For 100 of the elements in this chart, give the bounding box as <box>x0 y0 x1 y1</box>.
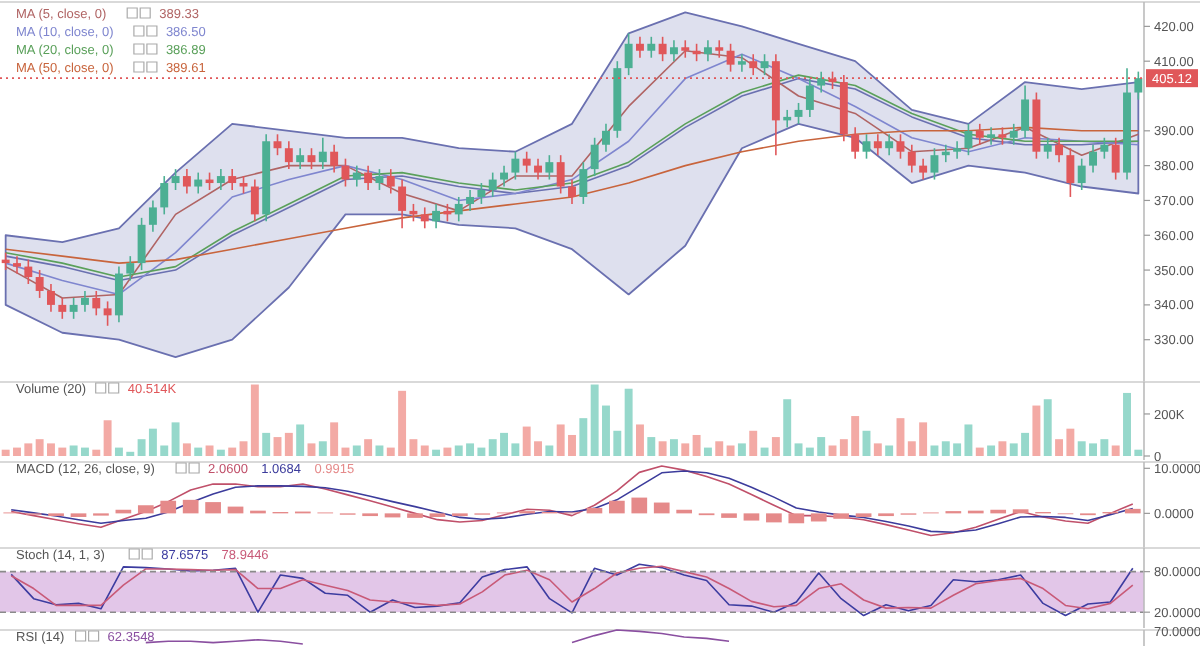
candlestick <box>715 39 724 59</box>
candlestick <box>669 39 678 62</box>
candlestick <box>114 265 123 324</box>
candlestick <box>1100 136 1109 160</box>
bar <box>788 513 805 524</box>
bar <box>182 499 199 514</box>
bar <box>681 443 690 456</box>
bar <box>828 445 837 456</box>
candlestick <box>602 123 610 153</box>
candlestick <box>466 189 475 212</box>
bar <box>160 500 177 514</box>
candlestick <box>624 32 633 76</box>
bar <box>737 443 746 456</box>
candlestick <box>590 136 599 177</box>
candlestick <box>1089 143 1097 174</box>
candlestick <box>35 269 44 299</box>
candlestick <box>432 203 441 230</box>
candlestick <box>579 161 588 205</box>
bar <box>216 449 225 456</box>
bar <box>873 443 882 456</box>
bar <box>715 441 724 456</box>
bar <box>250 384 259 456</box>
bar <box>545 445 554 456</box>
bar <box>726 445 735 456</box>
bar <box>624 388 633 456</box>
bar <box>794 443 803 456</box>
candlestick <box>13 255 21 275</box>
candlestick <box>80 290 89 313</box>
bar <box>1032 405 1041 456</box>
bar <box>833 513 850 519</box>
candlestick <box>171 168 180 191</box>
bar <box>1043 399 1052 456</box>
bar <box>284 432 293 456</box>
candlestick <box>907 143 916 174</box>
candlestick <box>1009 123 1018 146</box>
candlestick <box>364 164 373 191</box>
candlestick <box>975 123 984 146</box>
bar <box>810 513 827 522</box>
candlestick <box>919 157 928 181</box>
bar <box>749 430 758 456</box>
candlestick <box>1077 157 1086 191</box>
candlestick <box>987 126 996 146</box>
candlestick <box>862 133 871 160</box>
bar <box>975 447 984 456</box>
bar <box>420 445 429 456</box>
bar <box>432 449 441 456</box>
bar <box>636 424 644 456</box>
bar <box>228 447 237 456</box>
candlestick <box>545 154 554 181</box>
bar <box>631 497 648 514</box>
bar <box>669 439 678 456</box>
candlestick <box>885 133 894 156</box>
candlestick <box>103 300 112 327</box>
bar <box>703 447 712 456</box>
bar <box>1124 508 1141 514</box>
candlestick <box>851 126 860 160</box>
candlestick <box>24 258 33 285</box>
candlestick <box>137 217 146 271</box>
candlestick <box>534 157 542 181</box>
candlestick <box>737 53 746 73</box>
candlestick <box>964 123 973 156</box>
bar <box>692 434 701 456</box>
candlestick <box>760 53 769 76</box>
candlestick <box>228 168 237 191</box>
bar <box>998 441 1007 456</box>
candlestick <box>647 36 656 59</box>
bar <box>171 422 180 456</box>
bar <box>1111 445 1120 456</box>
candlestick <box>216 168 225 191</box>
candlestick <box>636 36 644 59</box>
candlestick <box>318 136 327 170</box>
candlestick <box>182 168 191 195</box>
bar <box>205 502 221 514</box>
candlestick <box>375 168 384 191</box>
candlestick <box>817 70 826 94</box>
bar <box>330 422 339 456</box>
candlestick <box>330 143 339 174</box>
candlestick <box>556 154 565 195</box>
candlestick <box>160 175 169 216</box>
bar <box>443 447 452 456</box>
bar <box>307 443 316 456</box>
candlestick <box>1111 136 1120 181</box>
candlestick <box>477 182 486 205</box>
bar <box>743 513 760 521</box>
candlestick <box>1066 147 1075 198</box>
candlestick <box>658 36 667 62</box>
candlestick <box>386 168 395 195</box>
candlestick <box>69 297 78 320</box>
bar <box>653 502 670 514</box>
candlestick <box>568 178 576 205</box>
bar <box>658 441 667 456</box>
candlestick <box>896 133 905 160</box>
candlestick <box>953 140 962 160</box>
bar <box>771 437 780 456</box>
bar <box>364 439 373 456</box>
candlestick <box>454 196 463 223</box>
bar <box>885 445 894 456</box>
bar <box>609 500 625 514</box>
candlestick <box>250 178 259 223</box>
bar <box>647 437 656 456</box>
